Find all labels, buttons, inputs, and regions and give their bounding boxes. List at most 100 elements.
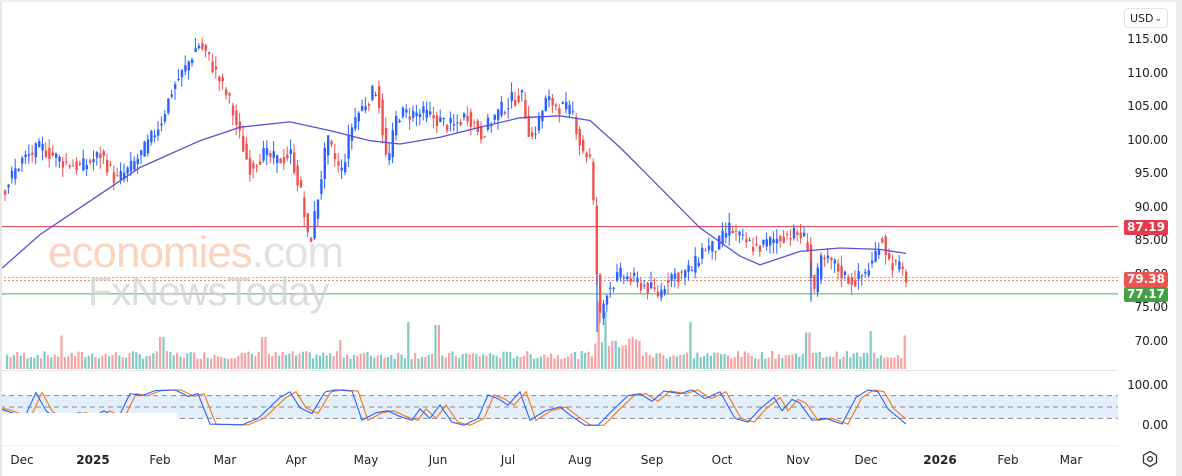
volume-bar: [839, 358, 842, 369]
candle-up: [323, 147, 326, 179]
candle-down: [408, 116, 411, 120]
volume-bar: [893, 357, 896, 369]
volume-bar: [869, 331, 872, 369]
volume-bar: [570, 353, 573, 369]
volume-bar: [210, 358, 213, 369]
volume-bar: [750, 355, 753, 369]
candle-down: [592, 162, 595, 201]
time-label: Mar: [1059, 453, 1083, 467]
volume-bar: [737, 351, 740, 369]
volume-bar: [322, 352, 325, 369]
volume-bar: [431, 353, 434, 369]
candle-down: [755, 243, 758, 246]
candle-down: [854, 280, 857, 287]
candle-up: [405, 109, 408, 113]
volume-bar: [393, 358, 396, 369]
volume-bar: [512, 358, 515, 369]
volume-bar: [516, 356, 519, 369]
candle-up: [486, 117, 490, 130]
candle-up: [707, 245, 711, 251]
candle-down: [667, 280, 670, 283]
candle-up: [874, 251, 877, 262]
volume-bar: [305, 351, 308, 369]
candle-down: [293, 152, 296, 173]
volume-bar: [359, 353, 362, 369]
candle-up: [289, 149, 292, 154]
volume-bar: [692, 358, 695, 369]
volume-bar: [380, 354, 383, 369]
pane-divider[interactable]: [0, 370, 1118, 371]
candle-up: [633, 272, 636, 276]
volume-bar: [526, 351, 529, 369]
candle-down: [48, 147, 51, 160]
candle-up: [452, 123, 456, 126]
price-tick: 115.00: [1127, 32, 1168, 46]
volume-bar: [46, 355, 49, 369]
candle-up: [867, 270, 870, 276]
currency-selector[interactable]: USD ⌄: [1124, 8, 1168, 28]
watermark-economies: economies.com: [48, 228, 344, 278]
candle-up: [34, 143, 37, 158]
candle-up: [728, 222, 731, 236]
candle-up: [510, 92, 513, 102]
candle-down: [78, 162, 82, 165]
candle-up: [123, 172, 126, 180]
volume-bar: [743, 351, 746, 369]
volume-bar: [244, 353, 247, 369]
volume-bar: [172, 355, 175, 369]
volume-bar: [529, 354, 532, 369]
volume-bar: [271, 355, 274, 369]
candle-up: [816, 267, 819, 293]
candle-up: [82, 158, 85, 171]
candle-up: [140, 150, 143, 156]
candle-up: [350, 127, 354, 141]
volume-bar: [417, 358, 420, 369]
candle-down: [102, 151, 105, 156]
candle-down: [218, 76, 221, 82]
price-tag: 77.17: [1124, 286, 1168, 302]
volume-bar: [662, 355, 665, 369]
volume-bar: [560, 358, 563, 369]
volume-bar: [587, 351, 590, 369]
volume-bar: [781, 358, 784, 369]
candle-up: [741, 234, 745, 236]
candle-down: [837, 263, 840, 272]
candle-up: [422, 106, 425, 113]
candle-down: [106, 159, 109, 173]
price-axis[interactable]: 115.00 110.00 105.00 100.00 95.00 90.00 85.008…: [1118, 0, 1176, 445]
time-axis[interactable]: Dec 2025 Feb Mar Apr May Jun Jul Aug Sep Oct Nov Dec…: [0, 445, 1118, 476]
volume-bar: [148, 355, 151, 369]
candle-up: [27, 154, 31, 156]
settings-button[interactable]: [1141, 450, 1159, 468]
candle-up: [262, 148, 265, 161]
candle-up: [507, 108, 510, 110]
volume-bar: [403, 358, 406, 369]
candle-down: [894, 260, 898, 262]
volume-bar: [441, 355, 444, 369]
currency-label: USD: [1130, 12, 1154, 25]
price-tag: 87.19: [1124, 219, 1168, 235]
oscillator-tick: 100.00: [1127, 378, 1168, 392]
candle-up: [415, 112, 418, 117]
volume-bar: [611, 340, 614, 369]
volume-bar: [876, 358, 879, 369]
volume-bar: [879, 355, 882, 369]
candle-up: [7, 184, 10, 188]
candle-up: [163, 114, 167, 122]
candle-up: [568, 104, 571, 114]
candle-down: [677, 273, 680, 283]
time-label: Jun: [428, 453, 448, 467]
volume-bar: [794, 353, 797, 369]
candle-down: [656, 291, 660, 297]
volume-bar: [335, 351, 338, 369]
volume-bar: [135, 352, 138, 369]
volume-bar: [53, 354, 56, 369]
volume-bar: [281, 351, 284, 369]
candle-up: [820, 255, 823, 280]
volume-bar: [40, 358, 43, 369]
candle-up: [684, 270, 687, 278]
candle-up: [718, 235, 721, 250]
candle-up: [616, 272, 619, 281]
candle-up: [442, 117, 445, 120]
